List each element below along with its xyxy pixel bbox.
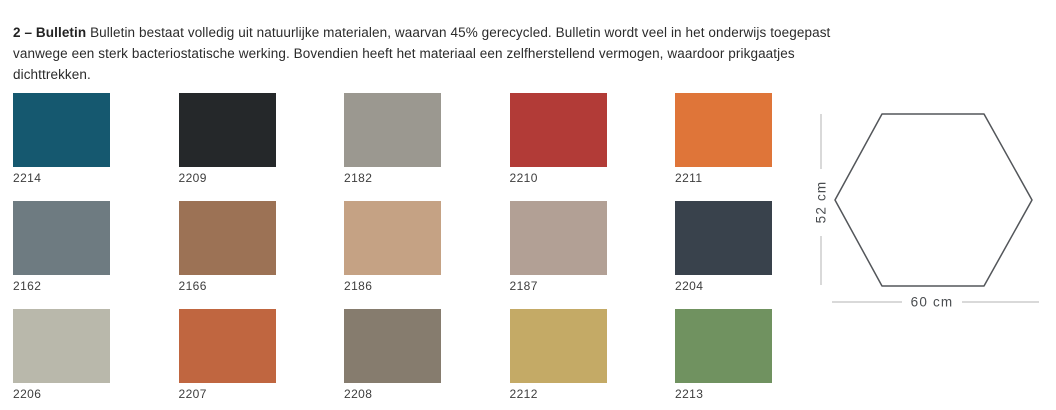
size-diagram: 52 cm 60 cm — [814, 113, 1039, 310]
color-swatch — [675, 309, 772, 383]
width-dimension-label: 60 cm — [911, 295, 954, 310]
material-title: 2 – Bulletin — [13, 24, 87, 40]
height-dimension-label: 52 cm — [814, 181, 829, 224]
color-swatch — [13, 309, 110, 383]
swatch-code: 2187 — [509, 279, 538, 293]
swatch-code: 2162 — [13, 279, 42, 293]
swatch-code: 2204 — [675, 279, 704, 293]
swatch-code: 2212 — [509, 387, 538, 401]
color-swatch — [675, 201, 772, 275]
color-swatch — [178, 309, 276, 383]
swatch-code: 2208 — [344, 387, 373, 401]
swatch-cell: 2210 — [509, 93, 607, 201]
color-swatch — [509, 93, 607, 167]
swatch-cell: 2207 — [178, 309, 276, 410]
color-swatch — [178, 93, 276, 167]
swatch-code: 2206 — [13, 387, 42, 401]
swatch-code: 2209 — [178, 171, 207, 185]
swatch-grid: 2214 2209 2182 2210 2211 2162 2166 — [13, 93, 772, 410]
color-swatch — [344, 93, 441, 167]
color-swatch — [178, 201, 276, 275]
material-description: 2 – Bulletin Bulletin bestaat volledig u… — [13, 22, 845, 85]
color-swatch — [509, 309, 607, 383]
swatch-code: 2214 — [13, 171, 42, 185]
swatch-cell: 2204 — [675, 201, 772, 309]
swatch-code: 2213 — [675, 387, 704, 401]
swatch-cell: 2166 — [178, 201, 276, 309]
swatch-code: 2207 — [178, 387, 207, 401]
swatch-code: 2211 — [675, 171, 703, 185]
color-swatch — [675, 93, 772, 167]
swatch-cell: 2214 — [13, 93, 110, 201]
material-description-text: Bulletin bestaat volledig uit natuurlijk… — [13, 24, 831, 82]
swatch-cell: 2186 — [344, 201, 441, 309]
swatch-cell: 2187 — [509, 201, 607, 309]
swatch-cell: 2208 — [344, 309, 441, 410]
swatch-code: 2166 — [178, 279, 207, 293]
swatch-cell: 2211 — [675, 93, 772, 201]
swatch-code: 2186 — [344, 279, 373, 293]
swatch-cell: 2206 — [13, 309, 110, 410]
swatch-cell: 2162 — [13, 201, 110, 309]
swatch-cell: 2209 — [178, 93, 276, 201]
hexagon-outline — [834, 113, 1033, 287]
color-swatch — [344, 201, 441, 275]
color-swatch — [13, 93, 110, 167]
color-swatch — [344, 309, 441, 383]
color-swatch — [509, 201, 607, 275]
swatch-cell: 2182 — [344, 93, 441, 201]
swatch-cell: 2213 — [675, 309, 772, 410]
swatch-cell: 2212 — [509, 309, 607, 410]
swatch-code: 2182 — [344, 171, 373, 185]
swatch-code: 2210 — [509, 171, 538, 185]
color-swatch — [13, 201, 110, 275]
